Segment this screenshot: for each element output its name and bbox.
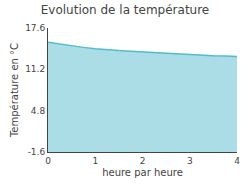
svg-text:17.6: 17.6	[25, 23, 45, 33]
svg-text:heure par heure: heure par heure	[102, 167, 183, 178]
svg-text:2: 2	[140, 156, 146, 166]
svg-text:-1.6: -1.6	[28, 147, 46, 157]
svg-text:0: 0	[45, 156, 51, 166]
svg-text:4: 4	[234, 156, 240, 166]
svg-text:1: 1	[92, 156, 98, 166]
svg-text:Evolution de la température: Evolution de la température	[41, 3, 210, 17]
svg-text:3: 3	[187, 156, 193, 166]
svg-text:11.2: 11.2	[25, 64, 45, 74]
svg-text:4.8: 4.8	[31, 106, 46, 116]
svg-text:Température en °C: Température en °C	[9, 43, 20, 138]
